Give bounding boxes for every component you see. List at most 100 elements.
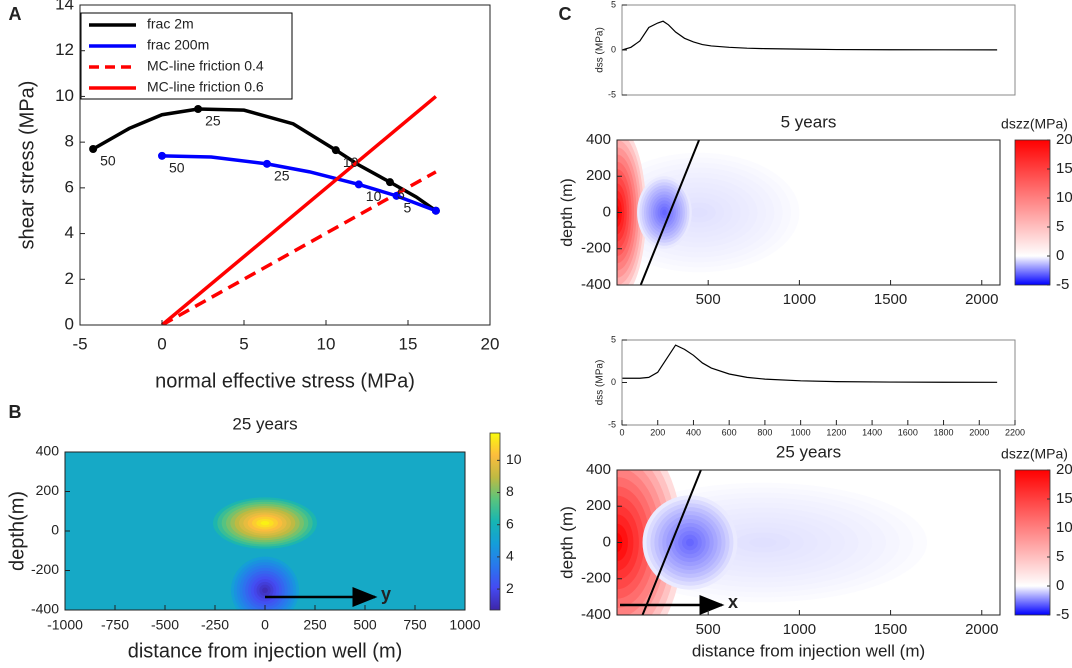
colorbar-tick-label: -5 bbox=[1056, 606, 1069, 623]
plot-content bbox=[65, 452, 465, 610]
x-tick-label: 600 bbox=[722, 427, 737, 437]
y-tick-label: 0 bbox=[51, 522, 59, 538]
y-tick-label: 200 bbox=[586, 497, 611, 514]
colorbar-tick-label: 4 bbox=[506, 548, 514, 564]
panel-label: A bbox=[9, 4, 22, 24]
x-tick-label: -1000 bbox=[47, 617, 83, 633]
y-tick-label: -400 bbox=[581, 606, 611, 623]
y-tick-label: 400 bbox=[586, 131, 611, 148]
point-label: 10 bbox=[366, 188, 382, 204]
colorbar-tick-label: 8 bbox=[506, 483, 514, 499]
point-label: 5 bbox=[397, 186, 405, 202]
chart-title: 25 years bbox=[776, 442, 841, 461]
plot-area bbox=[65, 452, 465, 610]
y-axis-label: depth (m) bbox=[557, 506, 576, 579]
y-tick-label: -200 bbox=[31, 561, 59, 577]
colorbar-tick-label: 0 bbox=[1056, 247, 1064, 264]
x-tick-label: 20 bbox=[481, 334, 500, 353]
series-line bbox=[161, 170, 437, 325]
plot-content bbox=[617, 140, 1000, 285]
field-contour bbox=[690, 207, 708, 218]
series-line bbox=[622, 344, 998, 383]
arrow-label: x bbox=[728, 592, 738, 612]
x-tick-label: -250 bbox=[201, 617, 229, 633]
colorbar-tick-label: 5 bbox=[1056, 218, 1064, 235]
marker bbox=[331, 146, 340, 155]
marker bbox=[158, 151, 166, 160]
y-tick-label: 4 bbox=[65, 223, 74, 242]
field-contour bbox=[686, 538, 694, 547]
fault-line bbox=[641, 470, 702, 615]
colorbar-tick-label: 10 bbox=[1056, 519, 1072, 536]
x-tick-label: 1200 bbox=[826, 427, 846, 437]
colorbar-tick-label: 15 bbox=[1056, 490, 1072, 507]
x-tick-label: -500 bbox=[151, 617, 179, 633]
x-axis-label: distance from injection well (m) bbox=[128, 640, 403, 662]
x-tick-label: 1800 bbox=[934, 427, 954, 437]
field-contour bbox=[662, 209, 667, 216]
y-tick-label: -400 bbox=[31, 601, 59, 617]
y-tick-label: 6 bbox=[65, 177, 74, 196]
marker bbox=[194, 105, 203, 113]
colorbar bbox=[1014, 469, 1051, 616]
point-label: 5 bbox=[404, 200, 412, 216]
plot-area bbox=[617, 470, 1000, 615]
colorbar-tick-label: 15 bbox=[1056, 160, 1072, 177]
y-tick-label: 0 bbox=[603, 203, 611, 220]
plot-area bbox=[617, 140, 1000, 285]
x-tick-label: 250 bbox=[303, 617, 327, 633]
x-tick-label: 400 bbox=[686, 427, 701, 437]
x-tick-label: 1600 bbox=[898, 427, 918, 437]
x-tick-label: 1500 bbox=[874, 621, 907, 638]
x-tick-label: 2000 bbox=[969, 427, 989, 437]
field-contour bbox=[262, 587, 268, 594]
y-tick-label: 0 bbox=[611, 44, 616, 54]
field-contour bbox=[749, 537, 777, 548]
plot-content bbox=[617, 470, 1000, 615]
marker bbox=[262, 159, 271, 168]
colorbar-tick-label: 0 bbox=[1056, 577, 1064, 594]
x-tick-label: 1000 bbox=[449, 617, 480, 633]
x-tick-label: -5 bbox=[72, 334, 87, 353]
fault-line bbox=[639, 140, 700, 285]
x-axis-label: distance from injection well (m) bbox=[692, 641, 925, 660]
marker bbox=[392, 191, 401, 200]
legend-box bbox=[80, 12, 293, 100]
colorbar-tick-label: 10 bbox=[506, 451, 522, 467]
y-tick-label: 5 bbox=[611, 0, 616, 9]
x-tick-label: 1000 bbox=[783, 621, 816, 638]
series-line bbox=[92, 107, 437, 213]
x-tick-label: 800 bbox=[757, 427, 772, 437]
point-label: 50 bbox=[169, 160, 185, 176]
y-tick-label: 0 bbox=[603, 533, 611, 550]
colorbar-tick-label: 6 bbox=[506, 515, 514, 531]
x-tick-label: 2000 bbox=[965, 291, 998, 308]
y-tick-label: 12 bbox=[55, 40, 74, 59]
colorbar-label: dszz(MPa) bbox=[1001, 446, 1068, 462]
plot-area bbox=[622, 20, 998, 51]
colorbar-tick-label: 20 bbox=[1056, 461, 1072, 478]
x-tick-label: 15 bbox=[399, 334, 418, 353]
x-tick-label: 2000 bbox=[965, 621, 998, 638]
y-tick-label: 400 bbox=[586, 461, 611, 478]
marker bbox=[431, 206, 440, 215]
y-tick-label: -200 bbox=[581, 240, 611, 257]
y-tick-label: -5 bbox=[608, 419, 616, 429]
colorbar-tick-label: 10 bbox=[1056, 189, 1072, 206]
x-tick-label: 10 bbox=[317, 334, 336, 353]
field-contour bbox=[260, 520, 270, 526]
y-tick-label: 5 bbox=[611, 334, 616, 344]
x-tick-label: 2200 bbox=[1005, 427, 1025, 437]
colorbar bbox=[1014, 139, 1051, 286]
series-line bbox=[160, 95, 438, 325]
y-axis-label: depth(m) bbox=[6, 491, 28, 571]
point-label: 25 bbox=[274, 168, 290, 184]
marker bbox=[385, 178, 394, 187]
series-line bbox=[622, 20, 998, 51]
chart-title: 5 years bbox=[781, 112, 837, 131]
x-tick-label: 200 bbox=[650, 427, 665, 437]
y-axis-label: dss (MPa) bbox=[595, 360, 606, 406]
point-label: 10 bbox=[343, 154, 359, 170]
x-tick-label: 500 bbox=[696, 621, 721, 638]
x-tick-label: -750 bbox=[101, 617, 129, 633]
